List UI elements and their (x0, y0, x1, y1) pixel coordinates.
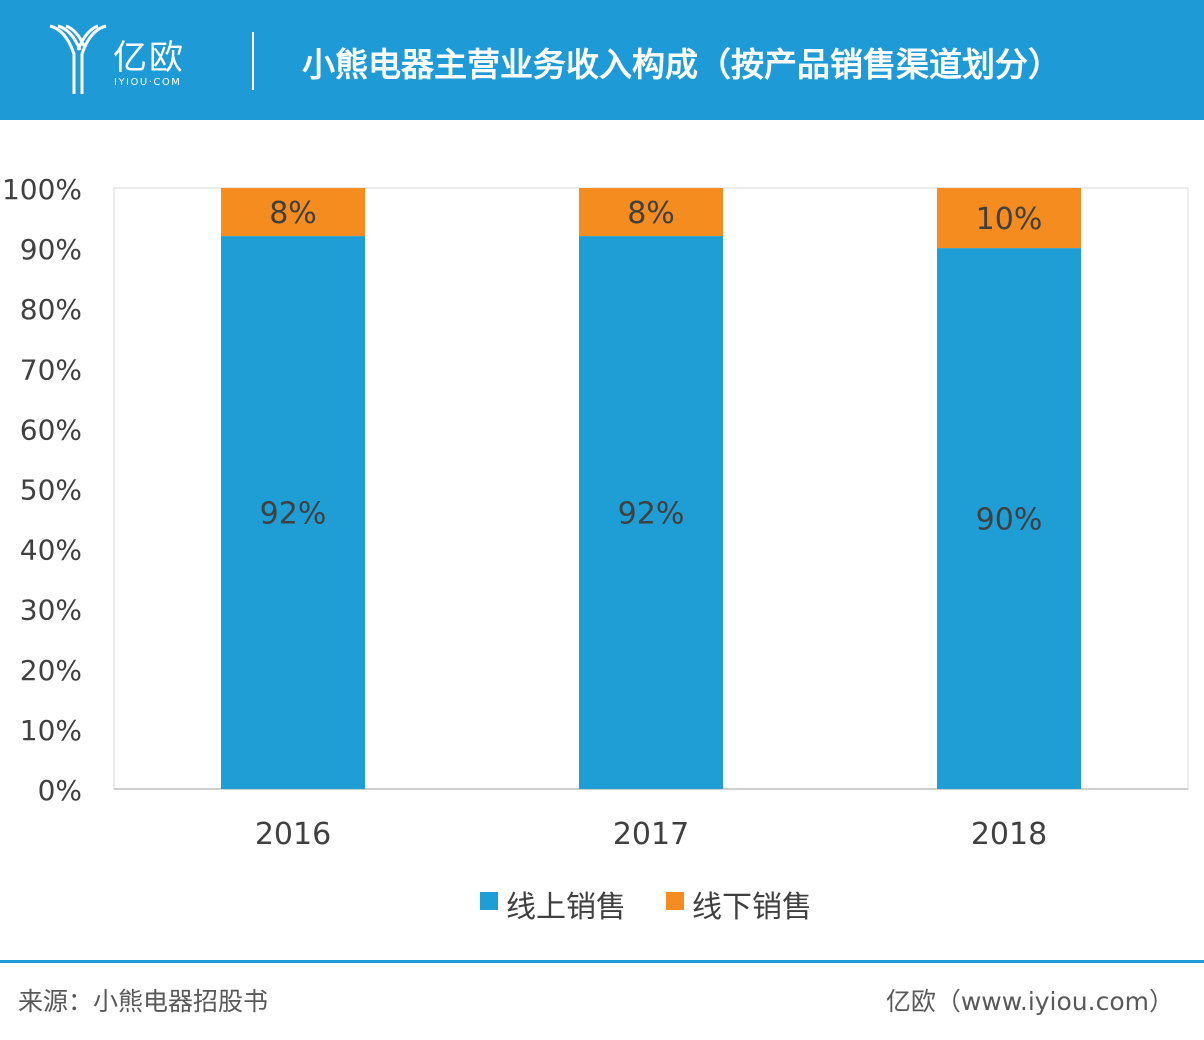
data-label-offline: 10% (976, 202, 1043, 237)
data-label-online: 90% (976, 503, 1043, 538)
y-tick-label: 100% (2, 173, 82, 206)
y-tick-label: 40% (20, 534, 82, 567)
y-tick-label: 10% (20, 714, 82, 747)
logo-domain: IYIOU·COM (114, 77, 182, 88)
y-tick-label: 0% (38, 774, 82, 807)
header-banner: 亿欧 IYIOU·COM 小熊电器主营业务收入构成（按产品销售渠道划分） (0, 0, 1204, 120)
x-tick-label: 2018 (971, 817, 1047, 852)
legend-label-offline: 线下销售 (692, 890, 812, 925)
footer-divider (0, 960, 1204, 963)
bar-offline (579, 188, 723, 237)
data-label-online: 92% (618, 497, 685, 532)
chart-legend: 线上销售 线下销售 (0, 880, 1204, 930)
yiou-logo-icon (49, 24, 107, 94)
y-tick-label: 90% (20, 233, 82, 266)
y-tick-label: 70% (20, 353, 82, 386)
stacked-bar-chart: 0% 10% 20% 30% 40% 50% 60% 70% 80% 90% 100% 92% 8% 20… (2, 173, 1189, 852)
legend-label-online: 线上销售 (506, 890, 626, 925)
data-label-online: 92% (260, 497, 327, 532)
data-label-offline: 8% (627, 196, 675, 231)
x-tick-label: 2017 (613, 817, 689, 852)
legend-swatch-online (480, 892, 498, 910)
page-title: 小熊电器主营业务收入构成（按产品销售渠道划分） (302, 45, 1061, 84)
bar-online (579, 236, 723, 789)
bar-offline (937, 188, 1081, 249)
y-tick-label: 50% (20, 474, 82, 507)
data-label-offline: 8% (269, 196, 317, 231)
legend-swatch-offline (666, 892, 684, 910)
header-divider (252, 32, 254, 90)
bar-online (221, 236, 365, 789)
bar-online (937, 248, 1081, 790)
logo-wordmark: 亿欧 (113, 38, 185, 78)
y-tick-label: 30% (20, 594, 82, 627)
y-tick-label: 80% (20, 293, 82, 326)
credit-note: 亿欧（www.iyiou.com） (885, 987, 1174, 1016)
y-tick-label: 60% (20, 413, 82, 446)
bar-offline (221, 188, 365, 237)
source-note: 来源：小熊电器招股书 (18, 987, 269, 1016)
x-tick-label: 2016 (255, 817, 331, 852)
y-tick-label: 20% (20, 654, 82, 687)
